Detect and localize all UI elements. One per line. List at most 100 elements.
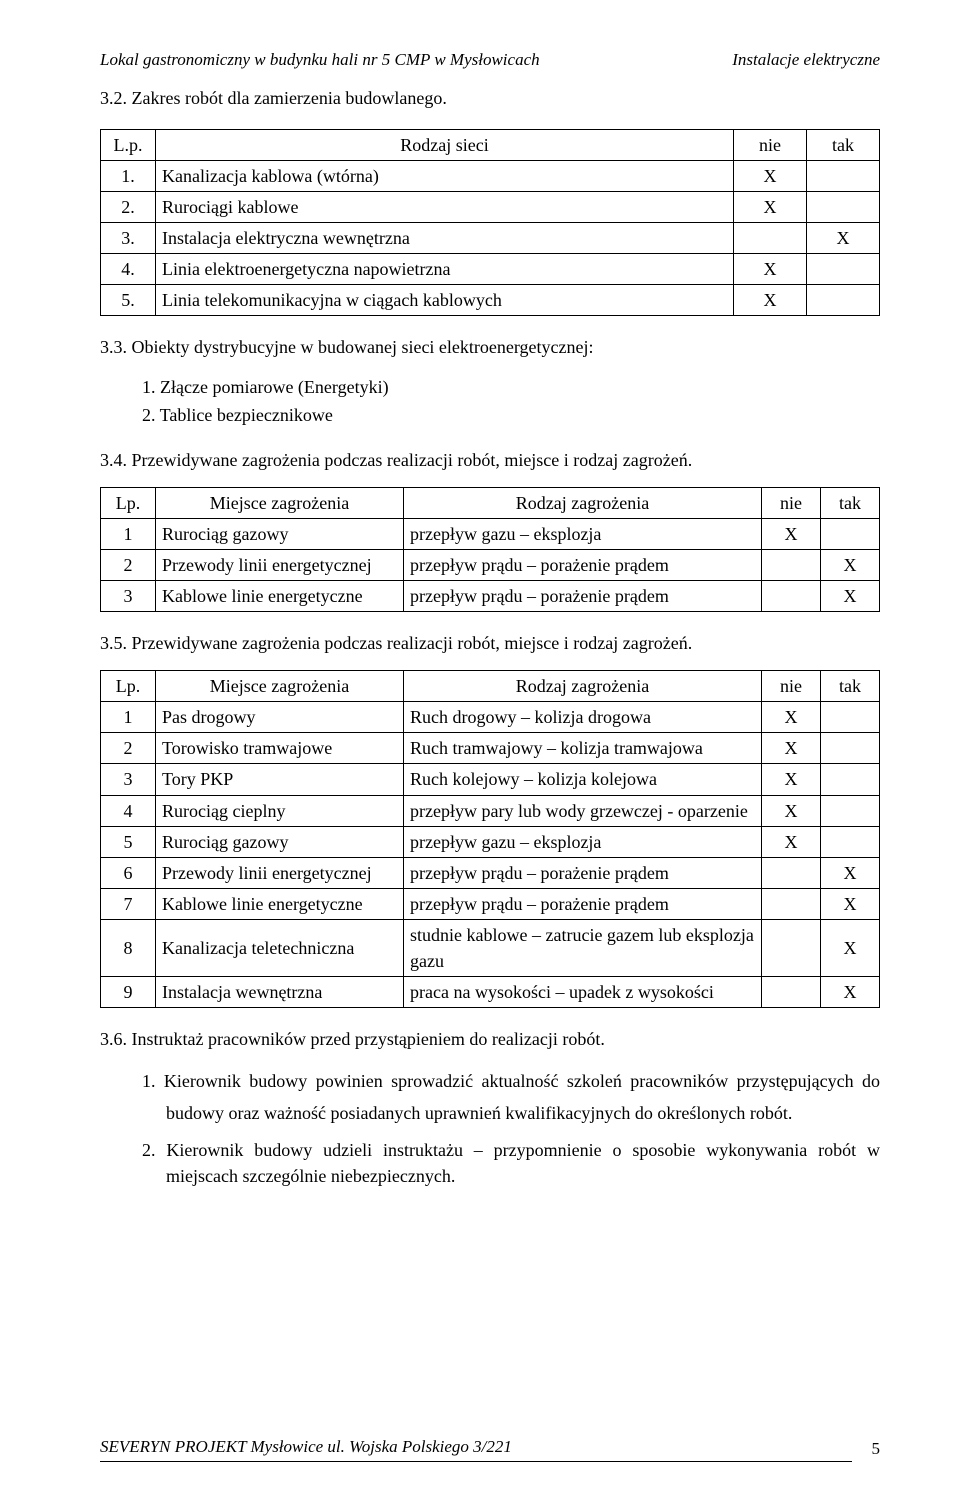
cell-miejsce: Przewody linii energetycznej [156, 549, 404, 580]
table-row: 2 Torowisko tramwajowe Ruch tramwajowy –… [101, 733, 880, 764]
table-row: 2 Przewody linii energetycznej przepływ … [101, 549, 880, 580]
footer-page-number: 5 [872, 1437, 881, 1462]
table-row: 3. Instalacja elektryczna wewnętrzna X [101, 223, 880, 254]
cell-nie [762, 549, 821, 580]
table-row: 6 Przewody linii energetycznej przepływ … [101, 857, 880, 888]
cell-num: 1. [101, 160, 156, 191]
cell-nie: X [762, 733, 821, 764]
cell-num: 9 [101, 977, 156, 1008]
cell-rodzaj: Ruch kolejowy – kolizja kolejowa [404, 764, 762, 795]
cell-tak [821, 733, 880, 764]
cell-miejsce: Kablowe linie energetyczne [156, 888, 404, 919]
cell-tak: X [821, 919, 880, 976]
heading-3-6: 3.6. Instruktaż pracowników przed przyst… [100, 1026, 880, 1052]
table-header-row: Lp. Miejsce zagrożenia Rodzaj zagrożenia… [101, 487, 880, 518]
table-row: 3 Kablowe linie energetyczne przepływ pr… [101, 580, 880, 611]
cell-miejsce: Torowisko tramwajowe [156, 733, 404, 764]
cell-nie: X [762, 795, 821, 826]
cell-num: 7 [101, 888, 156, 919]
list-3-3: 1. Złącze pomiarowe (Energetyki) 2. Tabl… [100, 374, 880, 428]
th-lp: L.p. [101, 129, 156, 160]
heading-3-2: 3.2. Zakres robót dla zamierzenia budowl… [100, 85, 880, 111]
cell-tak [807, 254, 880, 285]
cell-rodzaj: przepływ prądu – porażenie prądem [404, 857, 762, 888]
cell-tak: X [821, 549, 880, 580]
cell-tak [807, 191, 880, 222]
cell-nie: X [762, 518, 821, 549]
cell-rodzaj: przepływ prądu – porażenie prądem [404, 549, 762, 580]
cell-nie [762, 857, 821, 888]
cell-tak: X [807, 223, 880, 254]
th-miejsce: Miejsce zagrożenia [156, 671, 404, 702]
cell-tak: X [821, 857, 880, 888]
cell-tak: X [821, 580, 880, 611]
document-page: Lokal gastronomiczny w budynku hali nr 5… [0, 0, 960, 1500]
cell-num: 1 [101, 702, 156, 733]
cell-tak [807, 285, 880, 316]
cell-num: 3 [101, 764, 156, 795]
cell-num: 4. [101, 254, 156, 285]
cell-num: 4 [101, 795, 156, 826]
cell-tak [821, 518, 880, 549]
cell-tak: X [821, 888, 880, 919]
table-row: 4. Linia elektroenergetyczna napowietrzn… [101, 254, 880, 285]
th-tak: tak [821, 671, 880, 702]
cell-nie: X [734, 191, 807, 222]
cell-rodzaj: przepływ prądu – porażenie prądem [404, 580, 762, 611]
cell-tak [821, 795, 880, 826]
cell-miejsce: Przewody linii energetycznej [156, 857, 404, 888]
cell-miejsce: Tory PKP [156, 764, 404, 795]
th-lp: Lp. [101, 671, 156, 702]
cell-num: 1 [101, 518, 156, 549]
table-row: 8 Kanalizacja teletechniczna studnie kab… [101, 919, 880, 976]
th-nie: nie [734, 129, 807, 160]
cell-rodzaj: Ruch drogowy – kolizja drogowa [404, 702, 762, 733]
cell-nie: X [762, 764, 821, 795]
list-item: 2. Kierownik budowy udzieli instruktażu … [142, 1137, 880, 1189]
table-3-2: L.p. Rodzaj sieci nie tak 1. Kanalizacja… [100, 129, 880, 317]
footer-left: SEVERYN PROJEKT Mysłowice ul. Wojska Pol… [100, 1435, 852, 1462]
cell-miejsce: Rurociąg gazowy [156, 518, 404, 549]
cell-nie: X [734, 285, 807, 316]
cell-text: Rurociągi kablowe [156, 191, 734, 222]
cell-nie: X [734, 160, 807, 191]
cell-num: 6 [101, 857, 156, 888]
cell-tak [807, 160, 880, 191]
table-row: 9 Instalacja wewnętrzna praca na wysokoś… [101, 977, 880, 1008]
cell-num: 5. [101, 285, 156, 316]
cell-rodzaj: przepływ gazu – eksplozja [404, 826, 762, 857]
th-nie: nie [762, 487, 821, 518]
cell-nie [762, 580, 821, 611]
th-rodzaj: Rodzaj zagrożenia [404, 487, 762, 518]
cell-tak: X [821, 977, 880, 1008]
table-row: 7 Kablowe linie energetyczne przepływ pr… [101, 888, 880, 919]
cell-miejsce: Rurociąg cieplny [156, 795, 404, 826]
th-tak: tak [821, 487, 880, 518]
cell-nie: X [734, 254, 807, 285]
table-row: 5 Rurociąg gazowy przepływ gazu – eksplo… [101, 826, 880, 857]
cell-tak [821, 702, 880, 733]
th-lp: Lp. [101, 487, 156, 518]
table-row: 1 Rurociąg gazowy przepływ gazu – eksplo… [101, 518, 880, 549]
table-row: 1. Kanalizacja kablowa (wtórna) X [101, 160, 880, 191]
table-row: 3 Tory PKP Ruch kolejowy – kolizja kolej… [101, 764, 880, 795]
th-rodzaj: Rodzaj zagrożenia [404, 671, 762, 702]
cell-text: Linia telekomunikacyjna w ciągach kablow… [156, 285, 734, 316]
page-header: Lokal gastronomiczny w budynku hali nr 5… [100, 48, 880, 73]
cell-nie [734, 223, 807, 254]
list-item: 2. Tablice bezpiecznikowe [142, 402, 880, 428]
cell-miejsce: Pas drogowy [156, 702, 404, 733]
table-3-4: Lp. Miejsce zagrożenia Rodzaj zagrożenia… [100, 487, 880, 612]
table-row: 1 Pas drogowy Ruch drogowy – kolizja dro… [101, 702, 880, 733]
table-row: 2. Rurociągi kablowe X [101, 191, 880, 222]
heading-3-3: 3.3. Obiekty dystrybucyjne w budowanej s… [100, 334, 880, 360]
heading-3-4: 3.4. Przewidywane zagrożenia podczas rea… [100, 447, 880, 473]
cell-rodzaj: Ruch tramwajowy – kolizja tramwajowa [404, 733, 762, 764]
list-item: 1. Złącze pomiarowe (Energetyki) [142, 374, 880, 400]
cell-nie [762, 919, 821, 976]
cell-rodzaj: przepływ gazu – eksplozja [404, 518, 762, 549]
list-item: 1. Kierownik budowy powinien sprowadzić … [142, 1066, 880, 1129]
table-row: 4 Rurociąg cieplny przepływ pary lub wod… [101, 795, 880, 826]
cell-nie [762, 977, 821, 1008]
heading-3-5: 3.5. Przewidywane zagrożenia podczas rea… [100, 630, 880, 656]
